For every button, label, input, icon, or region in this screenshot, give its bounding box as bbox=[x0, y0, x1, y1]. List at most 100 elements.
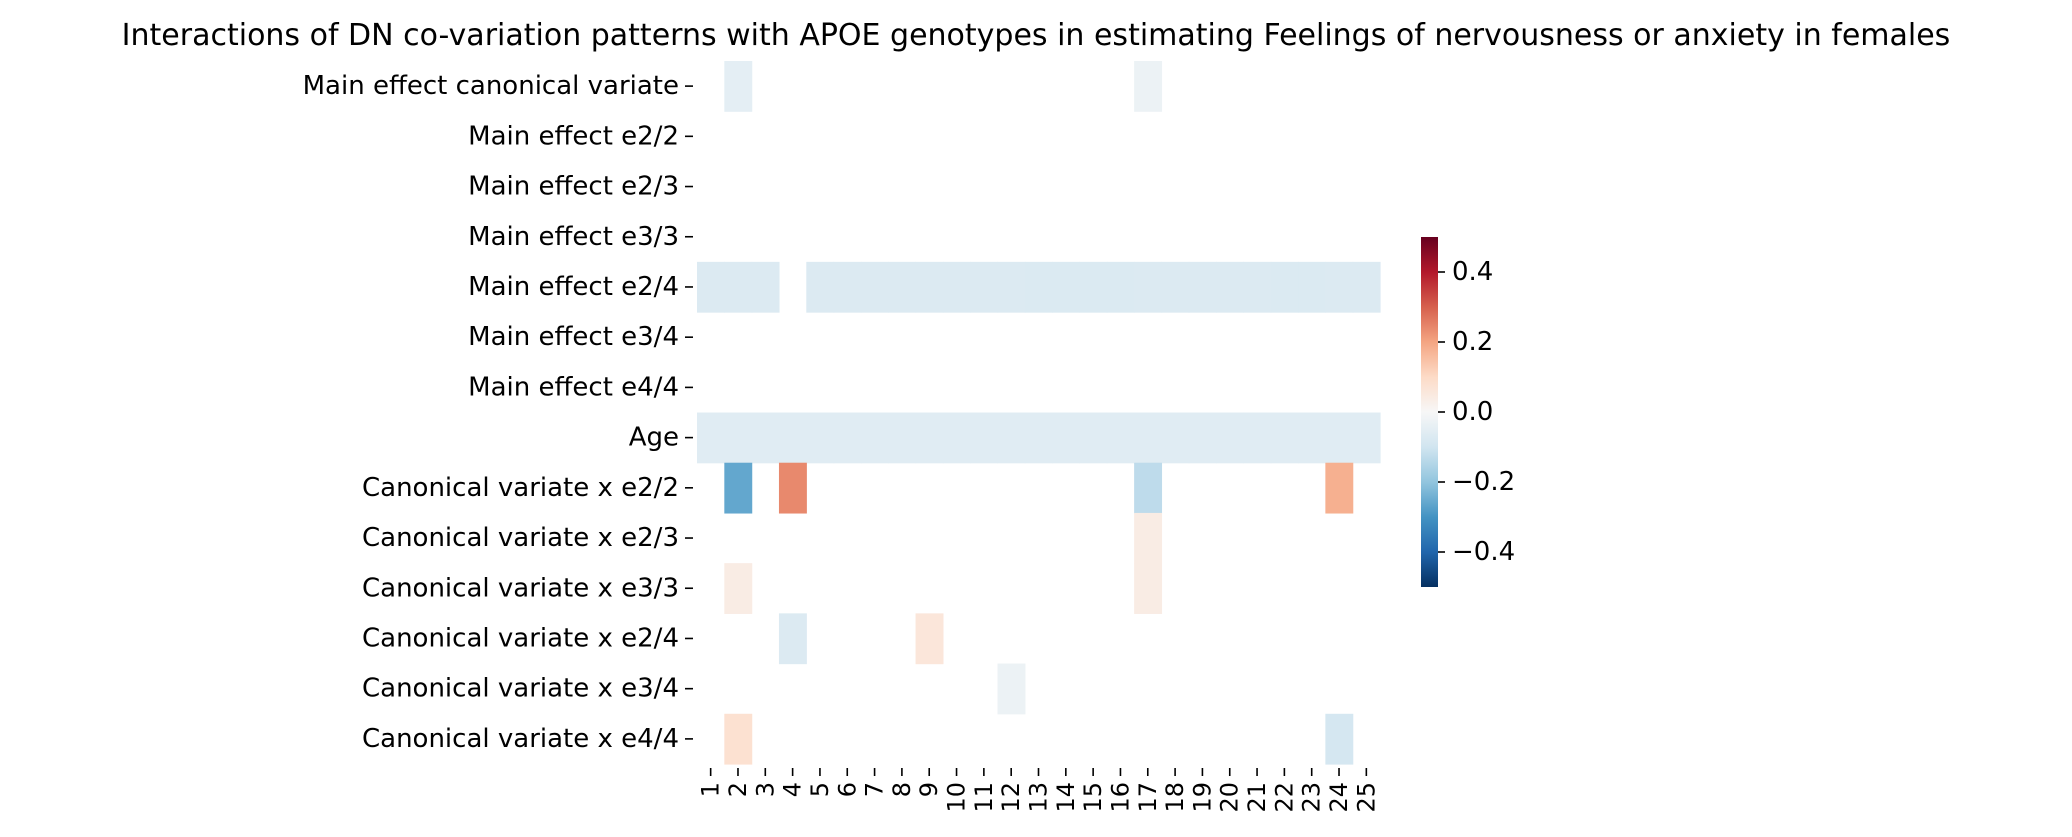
cell-main-effect-e2-4-col-18 bbox=[1161, 261, 1190, 313]
column-label: 10 bbox=[943, 782, 971, 813]
row-label: Main effect e3/3 bbox=[468, 222, 679, 252]
row-label: Main effect canonical variate bbox=[303, 71, 679, 101]
cell-age-col-5 bbox=[806, 412, 835, 464]
cell-age-col-1 bbox=[697, 412, 725, 464]
row-label: Canonical variate x e2/2 bbox=[362, 473, 679, 503]
cell-main-effect-e2-4-col-23 bbox=[1298, 261, 1326, 313]
cell-age-col-8 bbox=[888, 412, 917, 464]
column-label: 7 bbox=[861, 782, 889, 797]
cell-canonical-variate-x-e3-4-col-12 bbox=[997, 663, 1026, 715]
cell-main-effect-e2-4-col-5 bbox=[806, 261, 835, 313]
column-label: 1 bbox=[697, 782, 725, 797]
cell-main-effect-e2-4-col-3 bbox=[751, 261, 780, 313]
row-label: Canonical variate x e3/4 bbox=[362, 674, 679, 704]
row-label: Main effect e2/3 bbox=[468, 172, 679, 202]
cell-age-col-9 bbox=[915, 412, 944, 464]
cell-main-effect-e2-4-col-7 bbox=[860, 261, 889, 313]
colorbar-gradient bbox=[1421, 237, 1438, 587]
cell-main-effect-canonical-variate-col-2 bbox=[724, 61, 753, 112]
cell-age-col-10 bbox=[942, 412, 971, 464]
cell-canonical-variate-x-e2-4-col-9 bbox=[915, 613, 944, 665]
column-label: 6 bbox=[833, 782, 861, 797]
row-label: Canonical variate x e2/3 bbox=[362, 523, 679, 553]
column-label: 4 bbox=[779, 782, 807, 797]
colorbar-tick-label: −0.2 bbox=[1452, 467, 1515, 497]
cell-main-effect-e2-4-col-25 bbox=[1352, 261, 1381, 313]
cell-main-effect-e2-4-col-21 bbox=[1243, 261, 1272, 313]
cell-main-effect-e2-4-col-20 bbox=[1216, 261, 1244, 313]
cell-age-col-22 bbox=[1270, 412, 1299, 464]
column-label: 14 bbox=[1052, 782, 1080, 813]
cell-main-effect-e2-4-col-12 bbox=[997, 261, 1026, 313]
column-label: 12 bbox=[997, 782, 1025, 813]
column-label: 25 bbox=[1352, 782, 1380, 813]
column-label: 5 bbox=[806, 782, 834, 797]
colorbar-tick-label: −0.4 bbox=[1452, 537, 1515, 567]
cell-age-col-25 bbox=[1352, 412, 1381, 464]
column-label: 20 bbox=[1216, 782, 1244, 813]
column-label: 15 bbox=[1079, 782, 1107, 813]
cell-canonical-variate-x-e2-2-col-4 bbox=[778, 462, 807, 514]
cell-main-effect-e2-4-col-17 bbox=[1134, 261, 1163, 313]
column-label: 9 bbox=[915, 782, 943, 797]
cell-main-effect-e2-4-col-14 bbox=[1052, 261, 1081, 313]
chart-title: Interactions of DN co-variation patterns… bbox=[122, 18, 1951, 53]
cell-age-col-3 bbox=[751, 412, 780, 464]
row-label: Main effect e2/2 bbox=[468, 121, 679, 151]
cell-main-effect-e2-4-col-8 bbox=[888, 261, 917, 313]
column-label: 8 bbox=[888, 782, 916, 797]
cell-main-effect-e2-4-col-13 bbox=[1024, 261, 1053, 313]
cell-main-effect-e2-4-col-1 bbox=[697, 261, 725, 313]
column-label: 17 bbox=[1134, 782, 1162, 813]
cell-age-col-18 bbox=[1161, 412, 1190, 464]
cell-main-effect-e2-4-col-16 bbox=[1106, 261, 1135, 313]
cell-age-col-7 bbox=[860, 412, 889, 464]
cell-age-col-14 bbox=[1052, 412, 1081, 464]
column-label: 16 bbox=[1106, 782, 1134, 813]
cell-age-col-16 bbox=[1106, 412, 1135, 464]
cell-main-effect-canonical-variate-col-17 bbox=[1134, 61, 1163, 112]
column-label: 3 bbox=[751, 782, 779, 797]
cell-canonical-variate-x-e2-3-col-17 bbox=[1134, 512, 1163, 564]
cell-main-effect-e2-4-col-24 bbox=[1325, 261, 1354, 313]
cell-canonical-variate-x-e2-2-col-24 bbox=[1325, 462, 1354, 514]
column-label: 24 bbox=[1325, 782, 1353, 813]
row-label: Canonical variate x e3/3 bbox=[362, 573, 679, 603]
row-label: Age bbox=[629, 423, 679, 453]
cell-canonical-variate-x-e2-2-col-17 bbox=[1134, 462, 1163, 514]
row-label: Main effect e4/4 bbox=[468, 372, 679, 402]
cell-main-effect-e2-4-col-15 bbox=[1079, 261, 1108, 313]
cell-age-col-13 bbox=[1024, 412, 1053, 464]
cell-main-effect-e2-4-col-2 bbox=[724, 261, 753, 313]
column-label: 18 bbox=[1161, 782, 1189, 813]
cell-age-col-12 bbox=[997, 412, 1026, 464]
cell-age-col-6 bbox=[833, 412, 862, 464]
cell-canonical-variate-x-e3-3-col-17 bbox=[1134, 563, 1163, 614]
row-label: Canonical variate x e4/4 bbox=[362, 724, 679, 754]
cell-main-effect-e2-4-col-10 bbox=[942, 261, 971, 313]
cell-main-effect-e2-4-col-11 bbox=[970, 261, 999, 313]
heatmap-cells bbox=[697, 61, 1381, 765]
cell-canonical-variate-x-e4-4-col-24 bbox=[1325, 713, 1354, 765]
cell-age-col-11 bbox=[970, 412, 999, 464]
cell-main-effect-e2-4-col-22 bbox=[1270, 261, 1299, 313]
row-label: Canonical variate x e2/4 bbox=[362, 623, 679, 653]
cell-age-col-21 bbox=[1243, 412, 1272, 464]
cell-age-col-23 bbox=[1298, 412, 1326, 464]
column-label: 19 bbox=[1188, 782, 1216, 813]
column-label: 13 bbox=[1025, 782, 1053, 813]
column-labels: 1 2 3 4 5 6 7 8 9 10 11 12 13 14 15 16 17 18 19 20 21 22 23 24 2… bbox=[697, 768, 1380, 813]
colorbar: 0.4 0.2 0.0 −0.2 −0.4 bbox=[1421, 237, 1515, 587]
colorbar-tick-label: 0.0 bbox=[1452, 397, 1493, 427]
colorbar-tick-label: 0.2 bbox=[1452, 327, 1493, 357]
cell-main-effect-e2-4-col-6 bbox=[833, 261, 862, 313]
column-label: 23 bbox=[1298, 782, 1326, 813]
cell-canonical-variate-x-e2-2-col-2 bbox=[724, 462, 753, 514]
column-label: 21 bbox=[1243, 782, 1271, 813]
column-label: 22 bbox=[1270, 782, 1298, 813]
colorbar-tick-label: 0.4 bbox=[1452, 257, 1493, 287]
cell-age-col-4 bbox=[778, 412, 807, 464]
row-label: Main effect e3/4 bbox=[468, 322, 679, 352]
column-label: 11 bbox=[970, 782, 998, 813]
